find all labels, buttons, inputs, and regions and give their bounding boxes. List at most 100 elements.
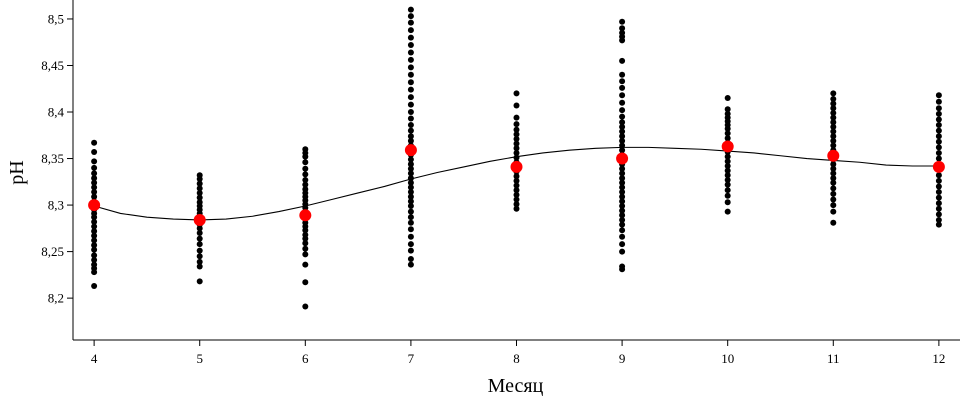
observation-point	[407, 115, 414, 122]
observation-point	[935, 116, 942, 123]
y-tick-label: 8,3	[48, 198, 64, 213]
observation-point	[407, 137, 414, 144]
observation-point	[935, 216, 942, 223]
monthly-mean-point	[827, 149, 840, 162]
observation-point	[91, 283, 98, 290]
observation-point	[830, 190, 837, 197]
observation-point	[830, 202, 837, 209]
observation-point	[407, 219, 414, 226]
observation-point	[724, 95, 731, 102]
observation-point	[935, 138, 942, 145]
observation-point	[91, 164, 98, 171]
observation-point	[91, 237, 98, 244]
observation-point	[830, 179, 837, 186]
observation-point	[619, 221, 626, 228]
y-tick-label: 8,35	[41, 151, 64, 166]
observation-point	[196, 235, 203, 242]
observation-point	[196, 278, 203, 285]
observation-point	[407, 56, 414, 63]
observation-point	[407, 161, 414, 168]
observation-point	[724, 153, 731, 160]
observation-point	[619, 170, 626, 177]
observation-point	[830, 123, 837, 130]
observation-point	[407, 198, 414, 205]
observation-point	[513, 114, 520, 121]
observation-point	[513, 173, 520, 180]
observation-point	[935, 189, 942, 196]
observation-point	[513, 126, 520, 133]
observation-point	[935, 183, 942, 190]
observation-point	[91, 228, 98, 235]
observation-point	[91, 158, 98, 165]
observation-point	[302, 261, 309, 268]
observation-point	[619, 99, 626, 106]
observation-point	[91, 193, 98, 200]
observation-point	[935, 200, 942, 207]
observation-point	[619, 119, 626, 126]
observation-point	[935, 127, 942, 134]
observation-point	[619, 18, 626, 25]
monthly-mean-point	[510, 160, 523, 173]
observation-point	[619, 92, 626, 99]
observation-point	[619, 189, 626, 196]
observation-point	[91, 175, 98, 182]
observation-point	[935, 177, 942, 184]
observation-point	[513, 205, 520, 212]
observation-point	[935, 98, 942, 105]
observation-point	[513, 140, 520, 147]
monthly-mean-point	[721, 140, 734, 153]
observation-point	[513, 136, 520, 142]
observation-point	[91, 242, 98, 249]
observation-point	[619, 123, 626, 130]
observation-point	[407, 122, 414, 129]
observation-point	[619, 203, 626, 209]
monthly-mean-point	[616, 152, 629, 165]
observation-point	[91, 170, 98, 177]
observation-point	[407, 94, 414, 101]
observation-point	[619, 25, 626, 32]
observation-point	[91, 252, 98, 259]
observation-point	[513, 177, 520, 184]
observation-point	[407, 203, 414, 209]
observation-point	[407, 179, 414, 186]
observation-point	[91, 189, 98, 196]
x-tick-label: 5	[196, 351, 203, 366]
x-tick-label: 11	[827, 351, 840, 366]
observation-point	[407, 156, 414, 163]
observation-point	[830, 95, 837, 102]
observation-point	[935, 149, 942, 156]
observation-point	[619, 137, 626, 144]
observation-point	[935, 194, 942, 201]
observation-point	[302, 279, 309, 286]
observation-point	[302, 176, 309, 183]
observation-point	[302, 231, 309, 238]
x-tick-label: 4	[91, 351, 98, 366]
observation-point	[724, 208, 731, 215]
observation-point	[302, 165, 309, 172]
observation-point	[830, 165, 837, 172]
observation-points	[91, 6, 942, 310]
y-tick-label: 8,25	[41, 244, 64, 259]
observation-point	[830, 133, 837, 140]
observation-point	[196, 247, 203, 254]
observation-point	[724, 199, 731, 206]
observation-point	[619, 128, 626, 135]
observation-point	[407, 233, 414, 240]
observation-point	[935, 144, 942, 151]
observation-point	[91, 246, 98, 253]
observation-point	[619, 78, 626, 85]
observation-point	[513, 182, 520, 189]
observation-point	[513, 187, 520, 194]
observation-point	[196, 253, 203, 260]
monthly-mean-point	[299, 209, 312, 222]
observation-point	[830, 175, 837, 182]
observation-point	[619, 248, 626, 255]
observation-point	[724, 176, 731, 183]
observation-point	[407, 193, 414, 200]
observation-point	[724, 130, 731, 137]
observation-point	[935, 110, 942, 117]
x-tick-label: 9	[619, 351, 626, 366]
observation-point	[407, 86, 414, 93]
observation-point	[830, 105, 837, 112]
observation-point	[513, 90, 520, 97]
